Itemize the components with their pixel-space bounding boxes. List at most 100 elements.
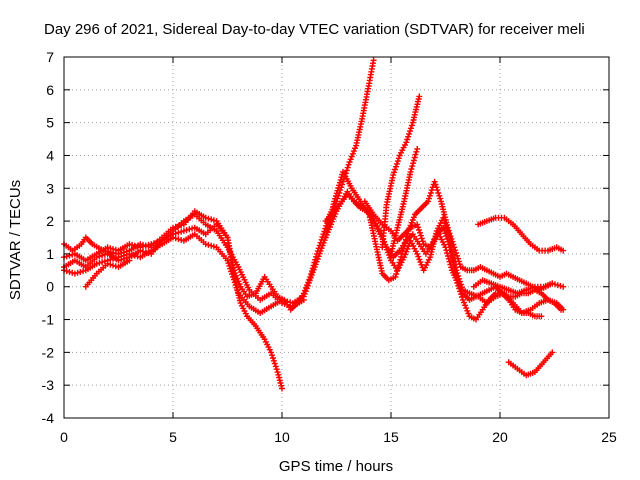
data-point [549, 349, 556, 356]
data-point [445, 241, 452, 248]
data-point [402, 239, 409, 246]
data-point [449, 253, 456, 259]
y-tick-label: -1 [42, 312, 55, 328]
data-point [393, 163, 399, 170]
data-point [458, 281, 465, 288]
data-point [417, 232, 424, 239]
data-point [415, 253, 422, 260]
series-track-12 [61, 211, 307, 310]
data-point [63, 268, 70, 275]
data-point [450, 255, 457, 262]
data-point [272, 363, 279, 370]
data-point [431, 178, 438, 185]
data-point [426, 195, 432, 202]
series-track-8 [388, 145, 421, 257]
y-tick-label: 7 [46, 49, 54, 65]
data-point [433, 184, 440, 191]
data-point [552, 281, 558, 288]
data-point [394, 158, 401, 165]
data-point [450, 258, 457, 265]
data-point [150, 240, 157, 247]
data-point [269, 352, 275, 359]
data-point [344, 164, 351, 171]
series-track-10 [505, 349, 556, 379]
data-point [440, 224, 447, 231]
data-point [393, 271, 400, 277]
data-point [316, 250, 323, 257]
y-axis-label: SDTVAR / TECUs [7, 180, 24, 300]
data-point [131, 252, 138, 259]
data-point [419, 238, 426, 245]
x-axis-label: GPS time / hours [279, 458, 393, 475]
data-point [392, 166, 398, 173]
data-point [417, 229, 423, 236]
data-point [410, 214, 417, 221]
data-point [131, 242, 138, 249]
data-point [406, 130, 413, 137]
data-point [411, 154, 418, 161]
y-tick-label: 6 [46, 82, 54, 98]
data-point [409, 163, 416, 170]
data-point [413, 148, 420, 155]
x-tick-label: 25 [601, 429, 617, 445]
data-point [446, 244, 453, 251]
data-point [205, 215, 212, 222]
y-tick-label: 2 [46, 213, 54, 229]
data-point [442, 220, 449, 227]
data-point [416, 93, 423, 100]
data-point [560, 247, 567, 254]
data-point [538, 313, 545, 320]
data-point [271, 360, 278, 367]
data-point [343, 167, 350, 174]
data-point [445, 238, 451, 245]
data-point [401, 242, 408, 249]
plot-frame [63, 56, 610, 419]
y-tick-label: 1 [46, 246, 54, 262]
data-point [560, 283, 567, 290]
series-track-9 [475, 214, 567, 254]
data-point [465, 310, 472, 317]
tick-labels: 0 5 10 15 20 25 -4 -3 -2 -1 0 1 2 3 4 5 6 7 [42, 49, 617, 445]
data-point [336, 179, 343, 186]
data-point [74, 269, 81, 276]
data-point [441, 227, 448, 234]
data-point [229, 271, 235, 278]
data-point [414, 250, 421, 257]
data-point [403, 236, 409, 243]
data-point [457, 278, 464, 285]
data-point [175, 223, 182, 229]
data-point [104, 244, 111, 251]
data-point [443, 233, 450, 240]
data-point [462, 302, 469, 309]
x-tick-label: 0 [60, 429, 68, 445]
data-point [410, 157, 417, 164]
data-point [279, 385, 285, 392]
data-point [402, 251, 409, 258]
y-tick-label: 0 [46, 279, 54, 295]
data-point [210, 243, 217, 250]
x-tick-label: 5 [169, 429, 177, 445]
data-point [425, 198, 432, 205]
data-point [186, 226, 193, 233]
data-point [408, 122, 415, 129]
data-point [405, 133, 412, 140]
data-point [454, 270, 461, 277]
y-tick-label: -3 [42, 377, 55, 393]
data-point [99, 252, 106, 259]
data-point [180, 227, 187, 234]
data-point [451, 261, 458, 268]
data-point [432, 181, 439, 188]
data-point [175, 229, 182, 236]
data-point [110, 262, 116, 269]
x-tick-label: 15 [383, 429, 399, 445]
data-point [391, 169, 398, 176]
data-point [347, 156, 354, 163]
data-point [412, 151, 419, 158]
data-point [407, 168, 414, 175]
data-point [370, 57, 377, 64]
data-point [153, 239, 160, 246]
data-point [80, 268, 87, 275]
data-point [226, 262, 233, 269]
data-point [300, 296, 307, 303]
